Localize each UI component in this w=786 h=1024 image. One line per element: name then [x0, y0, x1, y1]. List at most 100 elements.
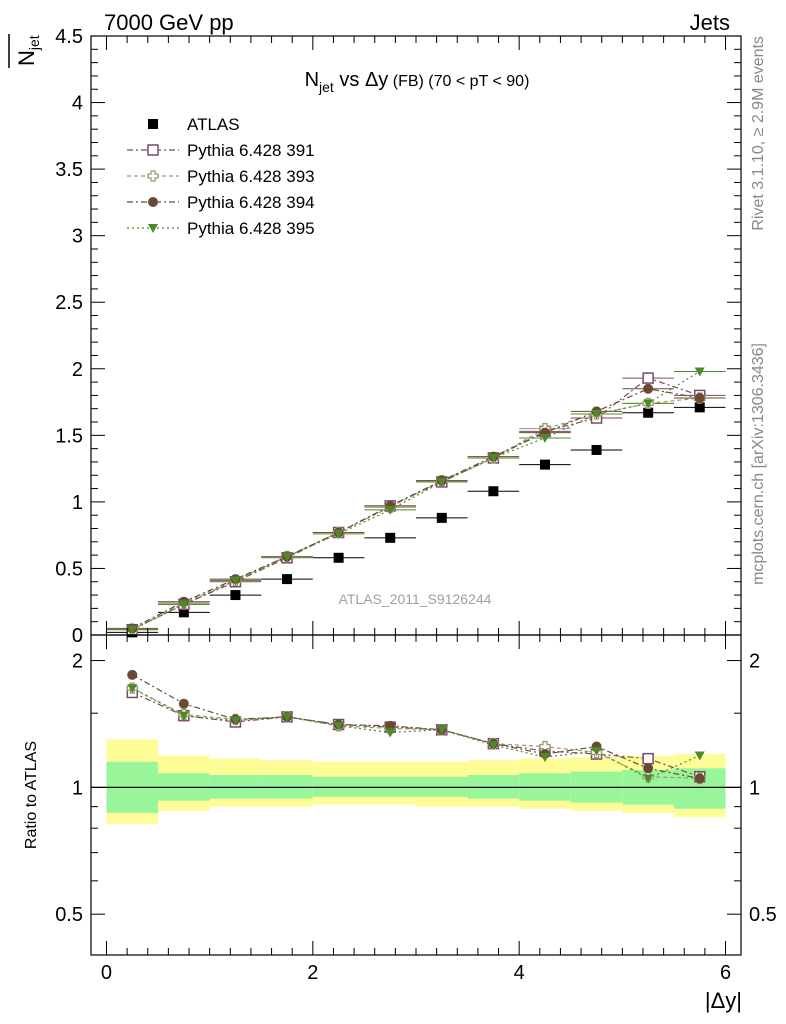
main-data-point: [539, 433, 550, 443]
main-ytick-label: 1: [72, 492, 83, 514]
main-data-point: [333, 529, 344, 539]
x-axis-label: |Δy|: [705, 988, 742, 1013]
ratio-panel: 0 2 4 6 0.5 0.5 1 1 2 2: [55, 634, 777, 984]
main-title: Njet vs Δy (FB) (70 < pT < 90): [305, 69, 530, 95]
ratio-ylabel: Ratio to ATLAS: [23, 741, 40, 849]
stat-band-segment: [364, 776, 416, 797]
main-ytick-label: 4.5: [55, 26, 83, 48]
main-ytick-label: 2.5: [55, 292, 83, 314]
legend-marker: [148, 119, 158, 129]
ratio-data-point: [488, 741, 499, 751]
legend-label: Pythia 6.428 391: [187, 141, 315, 160]
main-ytick-label: 1.5: [55, 425, 83, 447]
main-data-point: [694, 402, 705, 413]
ratio-data-point: [230, 716, 241, 726]
main-data-point: [539, 459, 550, 470]
main-data-point: [436, 512, 447, 523]
legend-entry: Pythia 6.428 391: [127, 141, 315, 160]
ratio-data-point: [282, 712, 293, 722]
main-data-point: [643, 383, 654, 394]
legend-entry: Pythia 6.428 394: [127, 193, 315, 212]
legend-marker: [148, 197, 158, 207]
main-data-point: [694, 367, 705, 377]
legend-marker: [147, 144, 159, 156]
stat-band-segment: [312, 776, 365, 797]
mcplots-label: mcplots.cern.ch [arXiv:1306.3436]: [750, 343, 767, 585]
legend: ATLAS Pythia 6.428 391 Pythia 6.428 393 Pyt…: [127, 115, 315, 238]
main-panel: 0 0.5 1 1.5 2 2.5 3 3.5 4 4.5: [55, 26, 742, 647]
ratio-ytick-label-right: 1: [749, 777, 760, 799]
ratio-data-point: [694, 773, 705, 784]
main-data-point: [282, 552, 293, 562]
ratio-data-point: [385, 728, 396, 738]
ratio-ytick-label: 2: [72, 651, 83, 673]
legend-marker: [147, 170, 159, 182]
ratio-series-line: [131, 687, 700, 780]
legend-label: Pythia 6.428 394: [187, 193, 315, 212]
main-ytick-label: 0.5: [55, 558, 83, 580]
main-ylabel: Njet: [8, 34, 42, 68]
main-data-point: [488, 453, 499, 463]
analysis-watermark: ATLAS_2011_S9126244: [339, 591, 492, 607]
main-ylabel-sub: jet: [26, 35, 42, 51]
main-ytick-label: 3: [72, 226, 83, 248]
main-title-sub: jet: [318, 79, 334, 95]
ratio-data-point: [178, 711, 189, 721]
xtick-label: 4: [514, 962, 525, 984]
ratio-series-line: [131, 687, 700, 780]
main-data-point: [643, 399, 654, 409]
main-data-point: [694, 393, 705, 404]
main-ytick-label: 0: [72, 625, 83, 647]
main-data-point: [385, 505, 396, 515]
ratio-data-point: [127, 684, 138, 694]
xtick-label: 0: [101, 962, 112, 984]
main-data-point: [642, 372, 654, 384]
main-data-point: [230, 590, 241, 601]
header-right-label: Jets: [690, 10, 730, 35]
ratio-data-point: [127, 669, 138, 680]
ratio-data-point: [178, 698, 189, 709]
main-series-line: [131, 388, 700, 629]
legend-entry: ATLAS: [148, 115, 240, 134]
main-ylabel-n: N: [14, 50, 39, 66]
main-ytick-label: 3.5: [55, 159, 83, 181]
main-data-point: [643, 407, 654, 418]
ratio-ytick-label: 1: [72, 777, 83, 799]
ratio-data-point: [642, 752, 654, 765]
ratio-data-point: [643, 763, 654, 774]
main-data-point: [436, 477, 447, 487]
ratio-ytick-label-right: 0.5: [749, 904, 777, 926]
svg-text:Njet: Njet: [14, 35, 42, 66]
main-data-point: [333, 552, 344, 563]
ratio-series-line: [132, 691, 700, 778]
main-title-cut: (70 < pT < 90): [424, 73, 530, 90]
stat-band-segment: [416, 776, 468, 797]
main-data-point: [282, 574, 293, 585]
legend-label: Pythia 6.428 393: [187, 167, 315, 186]
legend-entry: Pythia 6.428 393: [127, 167, 315, 186]
ratio-data-point: [385, 720, 396, 731]
xtick-label: 2: [307, 962, 318, 984]
main-title-n: N: [305, 69, 319, 91]
ratio-ytick-label: 0.5: [55, 904, 83, 926]
header-left-label: 7000 GeV pp: [104, 10, 234, 35]
ratio-data-point: [591, 746, 602, 756]
ratio-series-line: [131, 674, 700, 780]
main-data-point: [591, 410, 602, 420]
main-data-point: [178, 600, 189, 610]
ratio-data-point: [694, 751, 705, 761]
main-data-point: [385, 532, 396, 543]
main-data-point: [591, 444, 602, 455]
ratio-data-point: [436, 725, 447, 735]
main-data-point: [230, 576, 241, 586]
legend-entry: Pythia 6.428 395: [127, 219, 315, 238]
main-title-rest: vs Δy: [334, 69, 388, 91]
main-title-small: (FB): [388, 73, 424, 90]
ratio-data-point: [333, 721, 344, 731]
main-ytick-label: 2: [72, 359, 83, 381]
xtick-label: 6: [720, 962, 731, 984]
main-ytick-label: 4: [72, 93, 83, 115]
rivet-label: Rivet 3.1.10, ≥ 2.9M events: [750, 36, 767, 231]
main-data-point: [488, 486, 499, 497]
